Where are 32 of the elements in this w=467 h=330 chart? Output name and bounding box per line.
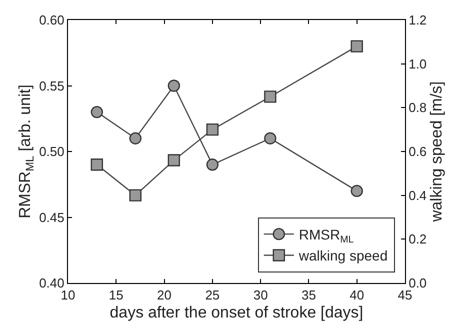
y2-tick-label: 0.6 bbox=[408, 144, 427, 160]
y-tick-label: 0.50 bbox=[39, 144, 64, 160]
y-tick-label: 0.45 bbox=[39, 210, 64, 225]
legend-label: walking speed bbox=[298, 248, 388, 264]
point bbox=[129, 189, 142, 202]
point bbox=[129, 132, 142, 144]
point bbox=[206, 123, 219, 136]
x-tick-label: 35 bbox=[301, 288, 316, 303]
y2-tick-label: 1.0 bbox=[408, 56, 427, 72]
x-tick-label: 30 bbox=[253, 288, 268, 303]
point bbox=[264, 132, 276, 144]
y2-tick-label: 0.4 bbox=[408, 188, 427, 203]
y2-axis-title: walking speed [m/s] bbox=[428, 81, 446, 223]
y-tick-label: 0.55 bbox=[39, 78, 64, 94]
x-tick-label: 25 bbox=[205, 288, 220, 303]
legend-label: RMSR$_{ML}$ bbox=[298, 226, 354, 246]
point bbox=[264, 90, 276, 103]
point bbox=[90, 158, 103, 171]
x-axis-title: days after the onset of stroke [days] bbox=[110, 304, 364, 322]
point bbox=[90, 106, 103, 118]
point bbox=[350, 40, 363, 52]
point bbox=[350, 184, 363, 198]
x-tick-label: 20 bbox=[157, 288, 172, 303]
x-tick-label: 40 bbox=[350, 288, 364, 303]
x-tick-label: 15 bbox=[108, 288, 124, 303]
point bbox=[168, 80, 180, 92]
point bbox=[168, 154, 180, 166]
y2-tick-label: 0.8 bbox=[408, 100, 427, 116]
y2-tick-label: 1.2 bbox=[408, 12, 427, 28]
point bbox=[206, 158, 219, 171]
y2-tick-label: 0.2 bbox=[408, 232, 427, 247]
y-tick-label: 0.60 bbox=[39, 12, 64, 28]
